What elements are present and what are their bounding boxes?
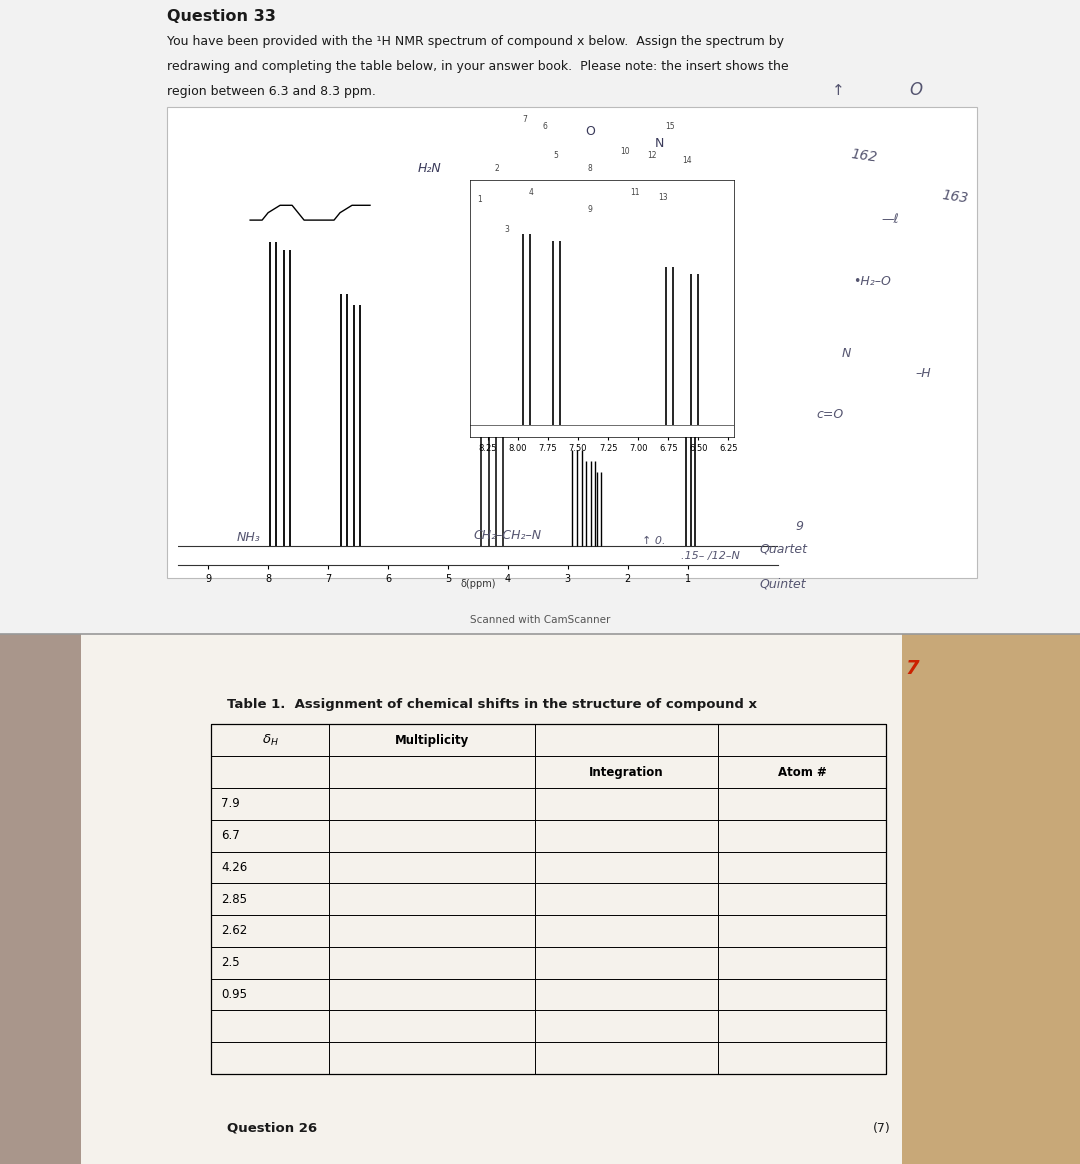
Text: H₂N: H₂N [417,162,441,175]
Text: 2.85: 2.85 [221,893,247,906]
Text: Scanned with CamScanner: Scanned with CamScanner [470,615,610,625]
Text: 2.62: 2.62 [221,924,247,937]
Text: (7): (7) [874,1122,891,1135]
Text: Atom #: Atom # [778,766,826,779]
Bar [81,634,902,1164]
Text: 14: 14 [683,156,691,165]
Text: Question 26: Question 26 [227,1122,316,1135]
Text: δ(ppm): δ(ppm) [460,580,496,589]
Bar [0,634,81,1164]
Text: 7: 7 [522,115,527,123]
Text: –H: –H [916,367,931,381]
Text: 4: 4 [529,189,534,197]
Text: 12: 12 [648,151,657,161]
Text: Quartet: Quartet [759,542,807,556]
Text: Multiplicity: Multiplicity [395,733,469,747]
Text: O: O [909,81,922,99]
Bar [902,634,1080,1164]
Text: 8: 8 [588,164,593,172]
Text: .15– /12–N: .15– /12–N [680,551,740,561]
Text: 11: 11 [631,189,639,197]
Text: Quintet: Quintet [759,577,807,591]
Text: Integration: Integration [589,766,664,779]
Text: 2: 2 [495,164,499,172]
Text: 9: 9 [795,519,804,533]
Bar [167,107,977,579]
Text: ↑ 0.: ↑ 0. [642,535,665,546]
Text: —ℓ: —ℓ [881,213,899,227]
Text: $\delta_H$: $\delta_H$ [261,733,279,747]
Text: 0.95: 0.95 [221,988,247,1001]
Text: 3: 3 [504,225,510,234]
Text: 13: 13 [658,193,667,203]
Text: 9: 9 [588,205,593,214]
Text: 2.5: 2.5 [221,957,240,970]
Text: 15: 15 [665,122,674,132]
Text: 10: 10 [620,147,630,156]
Text: ↑: ↑ [832,84,845,99]
Text: N: N [841,347,851,360]
Text: redrawing and completing the table below, in your answer book.  Please note: the: redrawing and completing the table below… [167,59,789,72]
Text: Table 1.  Assignment of chemical shifts in the structure of compound x: Table 1. Assignment of chemical shifts i… [227,698,757,711]
Text: O: O [585,125,595,139]
Text: 4.26: 4.26 [221,861,247,874]
Text: 6.7: 6.7 [221,829,240,842]
Text: 162: 162 [850,148,878,165]
Text: 7.9: 7.9 [221,797,240,810]
Text: 1: 1 [477,196,482,205]
Text: NH₃: NH₃ [237,531,260,545]
Text: N: N [654,137,664,150]
Bar [211,724,886,1074]
Text: Question 33: Question 33 [167,9,276,24]
Text: 163: 163 [941,189,969,206]
Text: You have been provided with the ¹H NMR spectrum of compound x below.  Assign the: You have been provided with the ¹H NMR s… [167,35,784,48]
Text: 5: 5 [553,151,558,161]
Text: •H₂–O: •H₂–O [853,275,891,288]
Text: 6: 6 [543,122,548,132]
Text: 7: 7 [906,659,919,679]
Text: c=O: c=O [816,409,843,421]
Text: CH₂–CH₂–N: CH₂–CH₂–N [473,528,542,542]
Text: region between 6.3 and 8.3 ppm.: region between 6.3 and 8.3 ppm. [167,85,376,98]
